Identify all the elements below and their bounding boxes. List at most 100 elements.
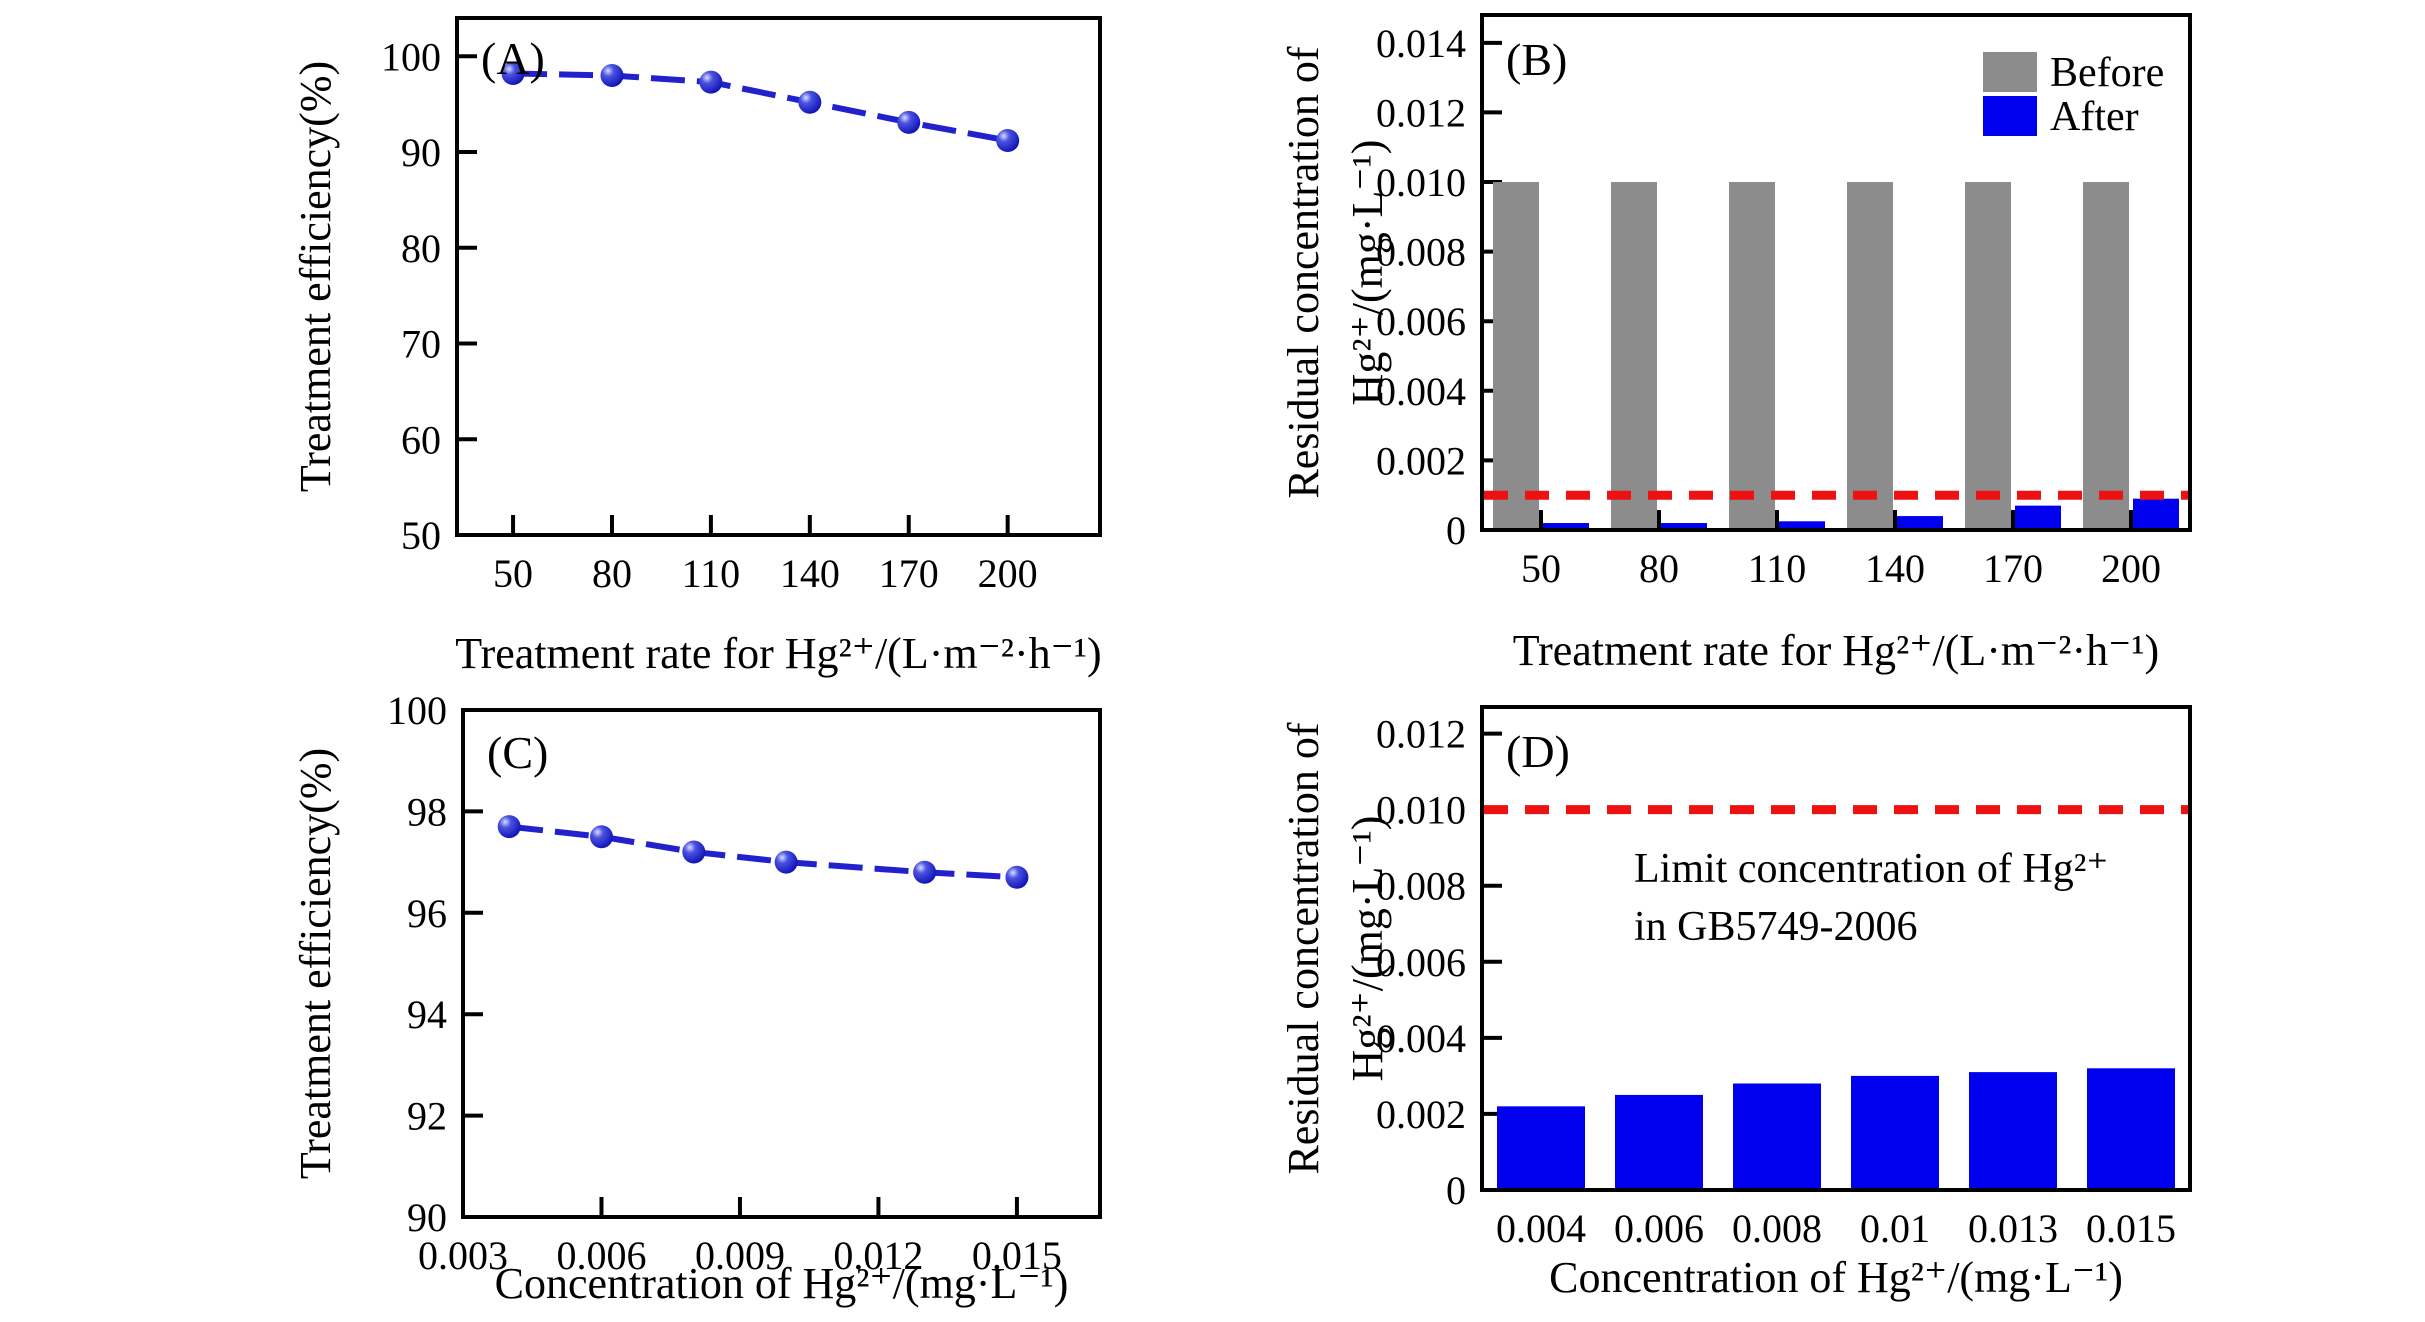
bar: [1615, 1094, 1703, 1188]
y-axis-title: Hg²⁺/(mg·L⁻¹): [1343, 816, 1392, 1082]
bar-after: [2015, 505, 2061, 528]
data-point-marker: [897, 110, 921, 134]
x-tick-label: 170: [879, 551, 939, 596]
y-axis-title: Residual concentration of: [1279, 46, 1328, 498]
bar: [1733, 1083, 1821, 1188]
legend-swatch-before: [1983, 52, 2037, 92]
bar-before: [1493, 182, 1539, 528]
plot-box: [1480, 13, 2192, 532]
data-point-marker: [798, 90, 822, 114]
bar-after: [1661, 523, 1707, 528]
limit-annotation-line: Limit concentration of Hg²⁺: [1634, 846, 2108, 892]
x-tick-label: 0.01: [1860, 1206, 1930, 1251]
x-axis-title: Concentration of Hg²⁺/(mg·L⁻¹): [495, 1259, 1069, 1308]
panel-d: 0 0.002 0.004 0.006 0.008 0.010 0.012 0.004 0.00…: [1279, 705, 2192, 1302]
data-point-marker: [699, 70, 723, 94]
bar-before: [1729, 182, 1775, 528]
bar-after: [1897, 516, 1943, 528]
line-series: [512, 70, 1009, 144]
x-axis-title: Treatment rate for Hg²⁺/(L·m⁻²·h⁻¹): [1513, 626, 2159, 675]
panel-label: (D): [1506, 726, 1570, 777]
y-axis-title: Treatment efficiency(%): [291, 61, 340, 492]
bar-after: [1543, 523, 1589, 528]
bar: [1851, 1075, 1939, 1188]
bar-after: [1779, 521, 1825, 528]
plot-box: [461, 708, 1102, 1219]
y-tick-label: 100: [387, 688, 447, 733]
y-tick-label: 100: [381, 34, 441, 79]
x-tick-label: 0.003: [418, 1233, 508, 1278]
panel-a: 50 60 70 80 90 100 50 80 110 140 170 200 Treatment r…: [291, 16, 1102, 678]
x-tick-label: 0.006: [556, 1233, 646, 1278]
y-axis-title: Residual concentration of: [1279, 722, 1328, 1174]
y-tick-label: 70: [401, 322, 441, 367]
y-tick-label: 0.002: [1376, 438, 1466, 483]
x-tick-label: 140: [780, 551, 840, 596]
panel-c: 90 92 94 96 98 100 0.003 0.006 0.009 0.012 0.015Co…: [291, 688, 1102, 1308]
y-tick-label: 0: [1446, 1168, 1466, 1213]
plot-box: [1480, 705, 2192, 1192]
data-point-marker: [913, 860, 937, 884]
x-tick-label: 140: [1865, 546, 1925, 591]
bar-before: [2083, 182, 2129, 528]
y-tick-label: 0.004: [1376, 1016, 1466, 1061]
bar: [1969, 1072, 2057, 1188]
y-tick-label: 0: [1446, 508, 1466, 553]
y-tick-label: 0.010: [1376, 160, 1466, 205]
y-tick-label: 80: [401, 226, 441, 271]
x-axis-title: Treatment rate for Hg²⁺/(L·m⁻²·h⁻¹): [455, 629, 1101, 678]
x-tick-label: 110: [1748, 546, 1807, 591]
x-tick-label: 50: [493, 551, 533, 596]
bar: [1497, 1106, 1585, 1188]
y-tick-label: 0.010: [1376, 788, 1466, 833]
x-tick-label: 0.004: [1496, 1206, 1586, 1251]
y-tick-label: 0.002: [1376, 1092, 1466, 1137]
data-point-marker: [996, 129, 1020, 153]
data-point-marker: [497, 815, 521, 839]
panel-label: (A): [481, 33, 545, 84]
y-tick-label: 60: [401, 417, 441, 462]
x-tick-label: 0.015: [2086, 1206, 2176, 1251]
y-tick-label: 0.012: [1376, 712, 1466, 757]
plot-box: [455, 16, 1102, 537]
y-tick-label: 96: [407, 891, 447, 936]
data-point-marker: [589, 825, 613, 849]
y-axis-title: Treatment efficiency(%): [291, 748, 340, 1179]
legend-swatch-after: [1983, 96, 2037, 136]
legend-label: Before: [2050, 50, 2164, 96]
bar-before: [1847, 182, 1893, 528]
x-tick-label: 50: [1521, 546, 1561, 591]
bar-before: [1611, 182, 1657, 528]
y-tick-label: 0.008: [1376, 864, 1466, 909]
data-point-marker: [682, 840, 706, 864]
x-tick-label: 110: [682, 551, 741, 596]
panel-label: (B): [1506, 34, 1567, 85]
x-tick-label: 0.006: [1614, 1206, 1704, 1251]
bar-after: [2133, 498, 2179, 528]
x-tick-label: 80: [592, 551, 632, 596]
y-tick-label: 90: [407, 1195, 447, 1240]
y-tick-label: 0.008: [1376, 230, 1466, 275]
limit-annotation-line: in GB5749-2006: [1634, 904, 1918, 950]
x-tick-label: 170: [1983, 546, 2043, 591]
y-tick-label: 0.014: [1376, 21, 1466, 66]
bar-before: [1965, 182, 2011, 528]
y-tick-label: 0.004: [1376, 369, 1466, 414]
data-point-marker: [1005, 865, 1029, 889]
x-tick-label: 200: [978, 551, 1038, 596]
x-tick-label: 200: [2101, 546, 2161, 591]
y-tick-label: 98: [407, 789, 447, 834]
y-tick-label: 50: [401, 513, 441, 558]
legend-label: After: [2050, 94, 2139, 140]
data-point-marker: [774, 850, 798, 874]
y-tick-label: 90: [401, 130, 441, 175]
data-point-marker: [600, 63, 624, 87]
y-axis-title: Hg²⁺/(mg·L⁻¹): [1343, 140, 1392, 406]
y-tick-label: 92: [407, 1094, 447, 1139]
y-tick-label: 0.006: [1376, 940, 1466, 985]
x-tick-label: 0.012: [833, 1233, 923, 1278]
panel-label: (C): [487, 727, 548, 778]
